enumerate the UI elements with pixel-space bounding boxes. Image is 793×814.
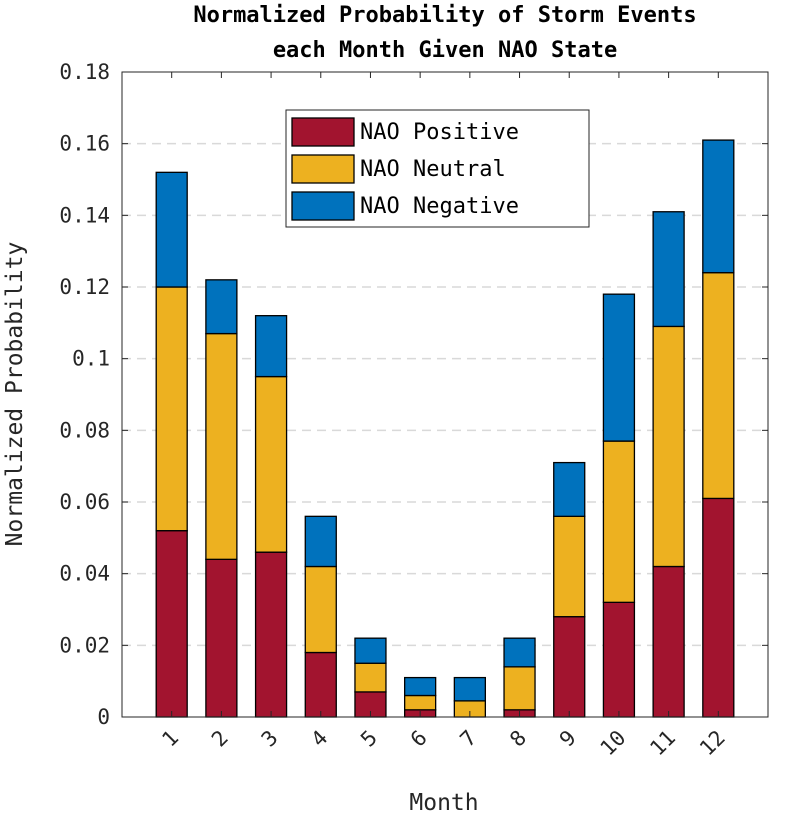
x-tick-label: 9 [555, 726, 581, 752]
bar-segment-nao-neutral-month-12 [702, 272, 735, 500]
y-axis-ticks: 0 0.02 0.04 0.06 0.08 0.1 0.12 0.14 0.16 0.18 [59, 60, 768, 729]
x-tick-label: 1 [157, 726, 183, 752]
x-tick-label: 4 [306, 726, 332, 752]
bar-segment-nao-negative-month-1 [155, 171, 188, 288]
y-tick-label: 0.06 [59, 490, 110, 514]
bar-segment-nao-negative-month-3 [254, 315, 288, 378]
bar-segment-nao-positive-month-10 [602, 601, 636, 718]
x-tick-label: 3 [257, 726, 283, 752]
y-tick-label: 0.04 [59, 562, 110, 586]
y-tick-label: 0.18 [59, 60, 110, 84]
y-tick-label: 0.14 [59, 203, 110, 227]
y-axis-label: Normalized Probability [2, 242, 28, 547]
bar-segment-nao-negative-month-5 [354, 637, 387, 664]
x-tick-label: 2 [207, 726, 233, 752]
x-tick-label: 7 [455, 726, 481, 752]
bar-segment-nao-positive-month-1 [155, 530, 188, 718]
x-tick-label: 10 [596, 726, 631, 761]
legend-swatch-nao-negative [291, 191, 355, 221]
y-tick-label: 0.1 [72, 347, 110, 371]
bar-segment-nao-positive-month-2 [205, 558, 238, 718]
bar-segment-nao-positive-month-9 [553, 616, 586, 718]
x-tick-label: 11 [645, 726, 680, 761]
legend: NAO Positive NAO Neutral NAO Negative [285, 109, 590, 228]
legend-swatch-nao-neutral [291, 154, 355, 184]
legend-label-nao-neutral: NAO Neutral [360, 157, 506, 182]
bar-segment-nao-neutral-month-2 [205, 332, 238, 560]
bar-segment-nao-neutral-month-9 [553, 515, 586, 618]
x-tick-label: 12 [695, 726, 730, 761]
bar-segment-nao-negative-month-8 [503, 637, 536, 668]
bar-stacks [155, 139, 735, 718]
bar-segment-nao-positive-month-3 [254, 551, 288, 718]
bar-segment-nao-positive-month-11 [652, 565, 685, 718]
y-tick-label: 0.02 [59, 633, 110, 657]
bar-segment-nao-neutral-month-8 [503, 666, 536, 711]
y-tick-label: 0 [97, 705, 110, 729]
legend-swatch-nao-positive [291, 117, 355, 147]
x-axis-label: Month [409, 790, 478, 814]
bar-segment-nao-negative-month-9 [553, 461, 586, 517]
legend-label-nao-positive: NAO Positive [360, 120, 519, 145]
bar-segment-nao-negative-month-6 [404, 676, 437, 697]
bar-segment-nao-neutral-month-4 [304, 565, 337, 654]
y-tick-label: 0.12 [59, 275, 110, 299]
bar-segment-nao-neutral-month-6 [404, 694, 437, 711]
chart-title-line-1: Normalized Probability of Storm Events [193, 3, 696, 28]
bar-segment-nao-neutral-month-10 [602, 440, 636, 603]
bar-segment-nao-positive-month-4 [304, 651, 337, 718]
x-tick-label: 8 [505, 726, 531, 752]
bar-segment-nao-negative-month-7 [453, 676, 486, 702]
bar-segment-nao-negative-month-2 [205, 279, 238, 335]
bar-segment-nao-positive-month-12 [702, 497, 735, 718]
bar-segment-nao-negative-month-4 [304, 515, 337, 568]
bar-segment-nao-neutral-month-1 [155, 286, 188, 532]
axes-frame [121, 71, 769, 718]
bar-segment-nao-neutral-month-5 [354, 662, 387, 693]
x-tick-label: 5 [356, 726, 382, 752]
x-tick-label: 6 [406, 726, 432, 752]
y-tick-label: 0.16 [59, 132, 110, 156]
y-tick-label: 0.08 [59, 418, 110, 442]
legend-label-nao-negative: NAO Negative [360, 194, 519, 219]
chart-title-line-2: each Month Given NAO State [273, 38, 617, 63]
bar-segment-nao-neutral-month-11 [652, 325, 685, 568]
bar-segment-nao-neutral-month-3 [254, 375, 288, 553]
bar-segment-nao-negative-month-11 [652, 211, 685, 328]
bar-segment-nao-negative-month-12 [702, 139, 735, 274]
bar-segment-nao-negative-month-10 [602, 293, 636, 442]
